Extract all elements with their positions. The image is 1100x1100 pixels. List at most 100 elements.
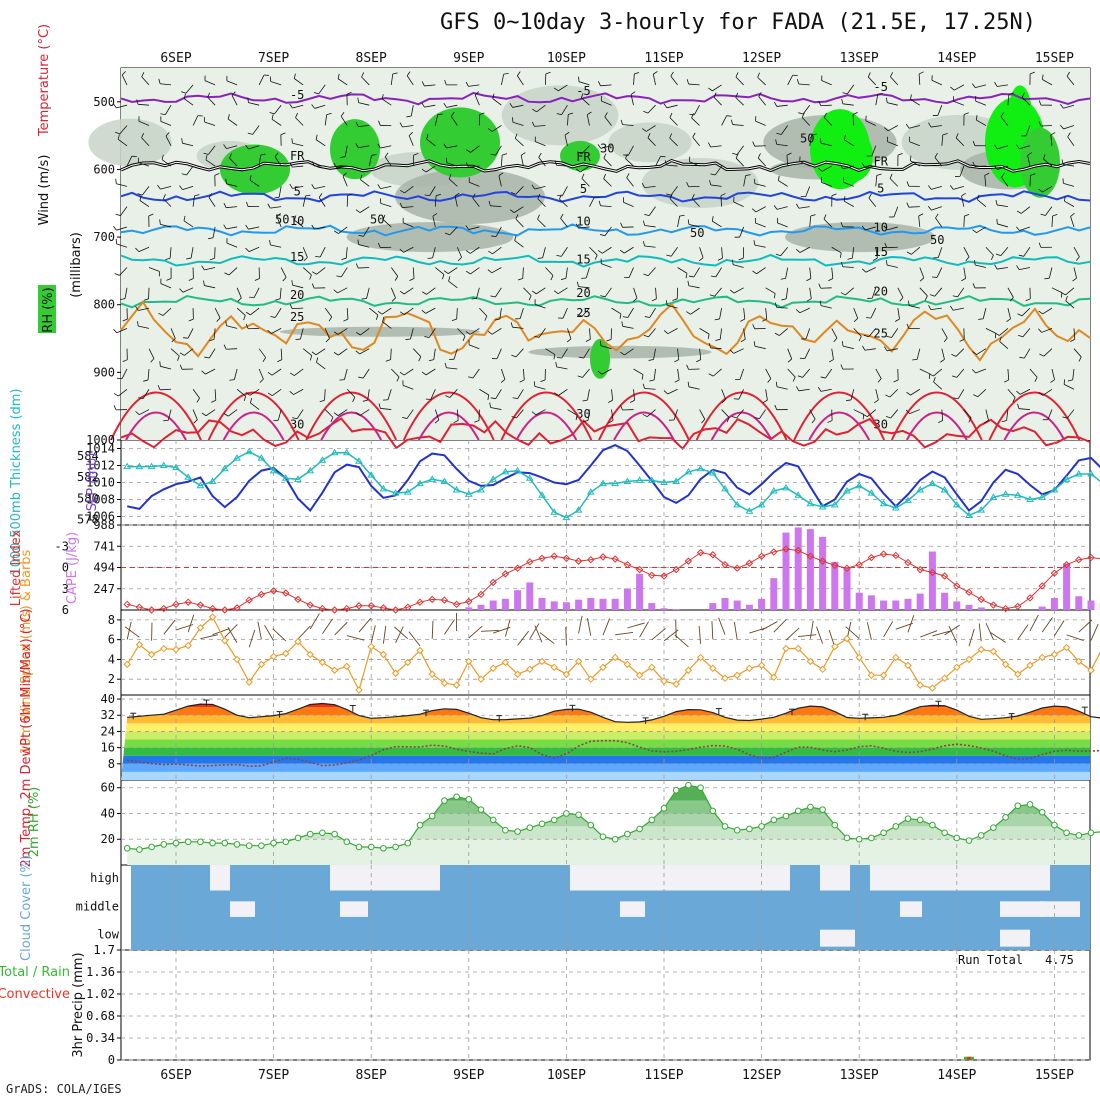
wind-barb [578,81,590,86]
wind-barb-flag [886,97,888,103]
cloud-clear-high [380,865,440,891]
wind-barb [292,165,304,168]
rh-shade-moist [330,119,380,180]
wind-barb [713,96,722,106]
wind-barb-flag [531,290,537,295]
wind-barb [337,409,348,416]
wind-barb [930,307,942,311]
li-marker [1087,553,1095,562]
wind-barb-flag [377,242,381,248]
wind-barb-flag [312,161,315,167]
wind-barb-flag [289,162,293,168]
rh-contour-label: 50 [800,131,814,145]
wind-barb [622,325,634,329]
wind-barb-flag [1060,104,1064,109]
wind-barb [934,287,943,297]
wind-barb [124,626,140,638]
wind-barb-flag [670,71,674,77]
wind-barb-flag [537,214,540,220]
wind-barb [204,80,216,86]
thickness-marker [843,487,851,494]
wind-barb [212,226,216,238]
li-marker [465,597,473,606]
wind-barb [776,206,788,210]
wind-barb-flag [745,174,751,176]
cape-bar [867,595,875,610]
wind-barb [226,80,238,86]
wind-barb-flag [699,257,704,262]
wind-barb-flag [674,359,679,363]
li-marker [635,565,644,574]
rh-marker [1063,829,1070,837]
wind-barb-flag [315,134,318,140]
y-tick-label-left: -3 [55,539,69,553]
wind-speed-marker [721,674,729,682]
wind-barb-flag [758,92,762,97]
wind-barb-flag [466,270,471,275]
wind-barb [586,618,592,636]
wind-barb [476,287,480,299]
wind-barb-flag [434,419,440,424]
wind-barb-flag [598,250,603,254]
wind-barb [941,328,948,339]
thickness-marker [806,499,815,507]
wind-barb [359,348,370,355]
isotherm-label: 10 [874,221,888,235]
wind-barb-flag [381,94,384,100]
wind-speed-marker [745,664,754,673]
wind-barb [381,98,392,106]
wind-barb [985,328,996,334]
wind-barb-flag [249,296,255,299]
wind-barb-flag [852,112,858,115]
wind-barb [124,287,128,299]
wind-barb-flag [343,318,349,322]
wind-barb-flag [740,338,746,343]
y-tick-label: 40 [101,692,115,706]
wind-barb-flag [448,174,452,180]
wind-barb [368,155,372,167]
wind-barb [999,341,1009,349]
wind-barb [600,84,612,87]
wind-barb [889,388,899,398]
wind-barb [472,368,480,379]
wind-barb-flag [492,93,495,99]
wind-barb [565,626,567,646]
wind-barb-flag [271,114,274,120]
wind-barb-flag [951,375,957,378]
wind-barb [647,267,656,276]
rh-marker [489,816,497,824]
isotherm-line [120,223,1091,237]
wind-speed-marker [367,642,375,651]
y-tick-label-left: 580 [77,491,99,505]
wind-barb-flag [186,257,192,260]
thickness-marker [257,454,266,461]
wind-barb [346,308,349,320]
wind-barb [537,198,546,207]
wind-barb [754,183,766,187]
wind-barb [735,76,744,86]
wind-barb [492,98,502,106]
li-marker [977,595,985,604]
wind-barb-flag [663,390,668,395]
wind-barb [457,328,466,337]
rh-marker [416,821,424,829]
wind-barb [142,389,150,399]
wind-barb [470,267,480,275]
wind-barb-flag [823,214,827,220]
wind-barb-flag [136,99,139,105]
wind-barb [446,367,458,370]
cape-bar [953,601,961,610]
isotherm-arc [222,411,285,441]
rh-marker [697,784,704,792]
wind-barb [1050,134,1053,146]
wind-barb-flag [685,273,688,279]
wind-barb-flag [259,378,264,383]
wind-barb-flag [531,121,535,127]
wind-barb [496,348,502,359]
wind-barb [449,226,458,236]
wind-barb [432,247,436,258]
wind-barb-flag [1052,214,1058,217]
wind-barb [897,308,900,320]
